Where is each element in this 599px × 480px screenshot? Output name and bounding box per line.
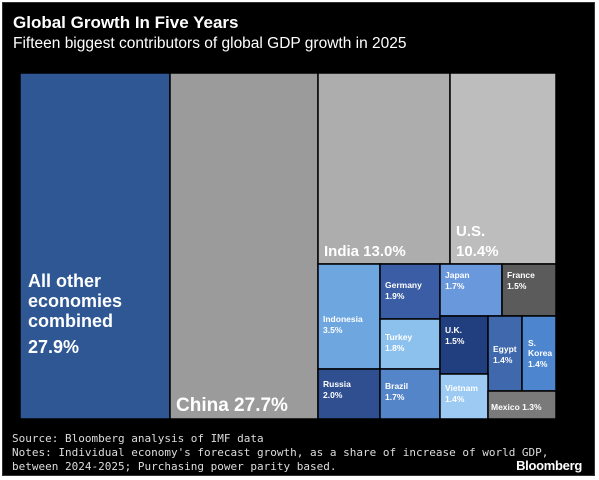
value-turkey: 1.8%	[385, 343, 405, 353]
tile-all-other-economies-combined	[20, 73, 171, 419]
label-russia: Russia	[323, 379, 351, 389]
source-note: Source: Bloomberg analysis of IMF data	[12, 432, 264, 445]
value-france: 1.5%	[507, 281, 527, 291]
label-mexico: Mexico 1.3%	[491, 402, 542, 412]
value-vietnam: 1.4%	[445, 394, 465, 404]
label-s-korea-line-2: Korea	[528, 348, 552, 358]
label-india: India 13.0%	[324, 243, 406, 260]
value-russia: 2.0%	[323, 390, 343, 400]
chart-subtitle: Fifteen biggest contributors of global G…	[13, 35, 407, 52]
value-u-s: 10.4%	[456, 243, 499, 260]
tile-mexico	[487, 390, 556, 419]
chart-title: Global Growth In Five Years	[13, 13, 239, 32]
label-all-other-economies-combined-line-2: economies	[28, 291, 122, 311]
tile-indonesia	[317, 263, 381, 370]
value-s-korea: 1.4%	[528, 359, 548, 369]
value-u-k: 1.5%	[445, 336, 465, 346]
tile-india	[317, 73, 451, 265]
tile-germany	[379, 263, 441, 320]
label-s-korea-line-1: S.	[528, 338, 536, 348]
label-france: France	[507, 270, 535, 280]
label-u-s: U.S.	[456, 223, 485, 240]
notes-line-2: between 2024-2025; Purchasing power pari…	[12, 460, 337, 473]
label-japan: Japan	[445, 270, 470, 280]
label-turkey: Turkey	[385, 332, 413, 342]
label-china: China 27.7%	[176, 395, 288, 416]
label-indonesia: Indonesia	[323, 314, 363, 324]
value-egypt: 1.4%	[493, 355, 513, 365]
tile-france	[501, 263, 556, 317]
bloomberg-logo: Bloomberg	[516, 458, 582, 473]
tile-china	[169, 73, 319, 419]
tile-u-s	[449, 73, 556, 265]
label-all-other-economies-combined-line-3: combined	[28, 311, 113, 331]
value-brazil: 1.7%	[385, 392, 405, 402]
tile-s-korea	[521, 315, 556, 392]
chart-frame: Global Growth In Five Years Fifteen bigg…	[2, 2, 595, 476]
label-u-k: U.K.	[445, 325, 462, 335]
label-brazil: Brazil	[385, 381, 408, 391]
value-japan: 1.7%	[445, 281, 465, 291]
value-germany: 1.9%	[385, 291, 405, 301]
value-indonesia: 3.5%	[323, 325, 343, 335]
label-vietnam: Vietnam	[445, 383, 478, 393]
label-all-other-economies-combined-line-1: All other	[28, 271, 101, 291]
label-egypt: Egypt	[493, 344, 517, 354]
label-germany: Germany	[385, 280, 422, 290]
tile-vietnam	[439, 373, 489, 419]
value-all-other-economies-combined: 27.9%	[28, 337, 79, 357]
notes-line-1: Notes: Individual economy's forecast gro…	[12, 446, 549, 459]
